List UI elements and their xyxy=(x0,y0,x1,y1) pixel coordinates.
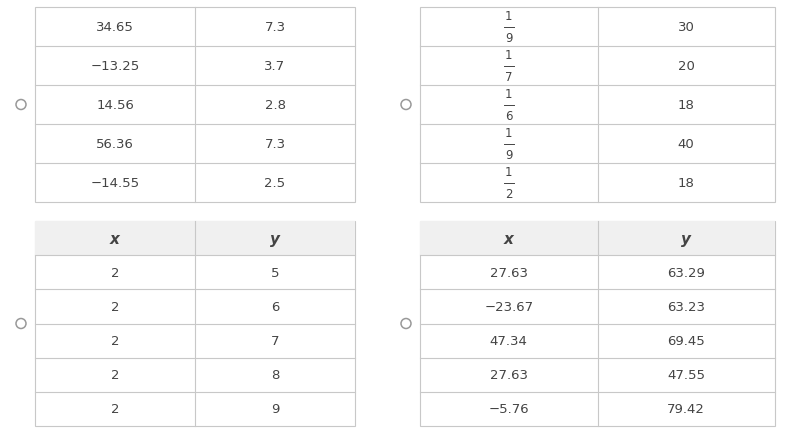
Text: 9: 9 xyxy=(505,32,513,45)
Text: −13.25: −13.25 xyxy=(90,60,140,73)
Text: 1: 1 xyxy=(505,127,513,140)
Text: 2.5: 2.5 xyxy=(265,177,286,190)
Text: 2: 2 xyxy=(110,402,119,415)
Text: 2: 2 xyxy=(110,266,119,279)
Text: 9: 9 xyxy=(505,149,513,161)
Text: x: x xyxy=(504,231,514,246)
Text: 34.65: 34.65 xyxy=(96,21,134,34)
Text: 1: 1 xyxy=(505,88,513,101)
Text: 63.29: 63.29 xyxy=(667,266,705,279)
Text: 2: 2 xyxy=(505,187,513,201)
Text: 8: 8 xyxy=(271,368,279,381)
Text: 20: 20 xyxy=(678,60,694,73)
Text: 7: 7 xyxy=(505,71,513,84)
Text: −14.55: −14.55 xyxy=(90,177,139,190)
Bar xyxy=(420,221,775,256)
Text: 7.3: 7.3 xyxy=(265,138,286,151)
Text: −5.76: −5.76 xyxy=(489,402,529,415)
Text: 18: 18 xyxy=(678,177,694,190)
Text: 79.42: 79.42 xyxy=(667,402,705,415)
Bar xyxy=(35,8,355,203)
Text: 56.36: 56.36 xyxy=(96,138,134,151)
Text: 47.34: 47.34 xyxy=(490,334,528,347)
Text: 2: 2 xyxy=(110,334,119,347)
Text: 6: 6 xyxy=(505,110,513,123)
Text: 7.3: 7.3 xyxy=(265,21,286,34)
Text: −23.67: −23.67 xyxy=(484,300,534,313)
Text: 6: 6 xyxy=(271,300,279,313)
Bar xyxy=(420,8,775,203)
Text: 14.56: 14.56 xyxy=(96,99,134,112)
Text: 1: 1 xyxy=(505,166,513,178)
Text: 1: 1 xyxy=(505,49,513,62)
Bar xyxy=(420,221,775,426)
Text: 3.7: 3.7 xyxy=(265,60,286,73)
Text: 9: 9 xyxy=(271,402,279,415)
Text: y: y xyxy=(682,231,691,246)
Text: 63.23: 63.23 xyxy=(667,300,706,313)
Text: 27.63: 27.63 xyxy=(490,368,528,381)
Text: 69.45: 69.45 xyxy=(667,334,705,347)
Text: x: x xyxy=(110,231,120,246)
Text: 2: 2 xyxy=(110,300,119,313)
Text: 47.55: 47.55 xyxy=(667,368,706,381)
Bar xyxy=(35,221,355,256)
Text: 18: 18 xyxy=(678,99,694,112)
Text: 30: 30 xyxy=(678,21,694,34)
Text: 2: 2 xyxy=(110,368,119,381)
Text: 2.8: 2.8 xyxy=(265,99,286,112)
Text: 40: 40 xyxy=(678,138,694,151)
Text: 5: 5 xyxy=(270,266,279,279)
Bar xyxy=(35,221,355,426)
Text: 1: 1 xyxy=(505,10,513,23)
Text: y: y xyxy=(270,231,280,246)
Text: 27.63: 27.63 xyxy=(490,266,528,279)
Text: 7: 7 xyxy=(270,334,279,347)
